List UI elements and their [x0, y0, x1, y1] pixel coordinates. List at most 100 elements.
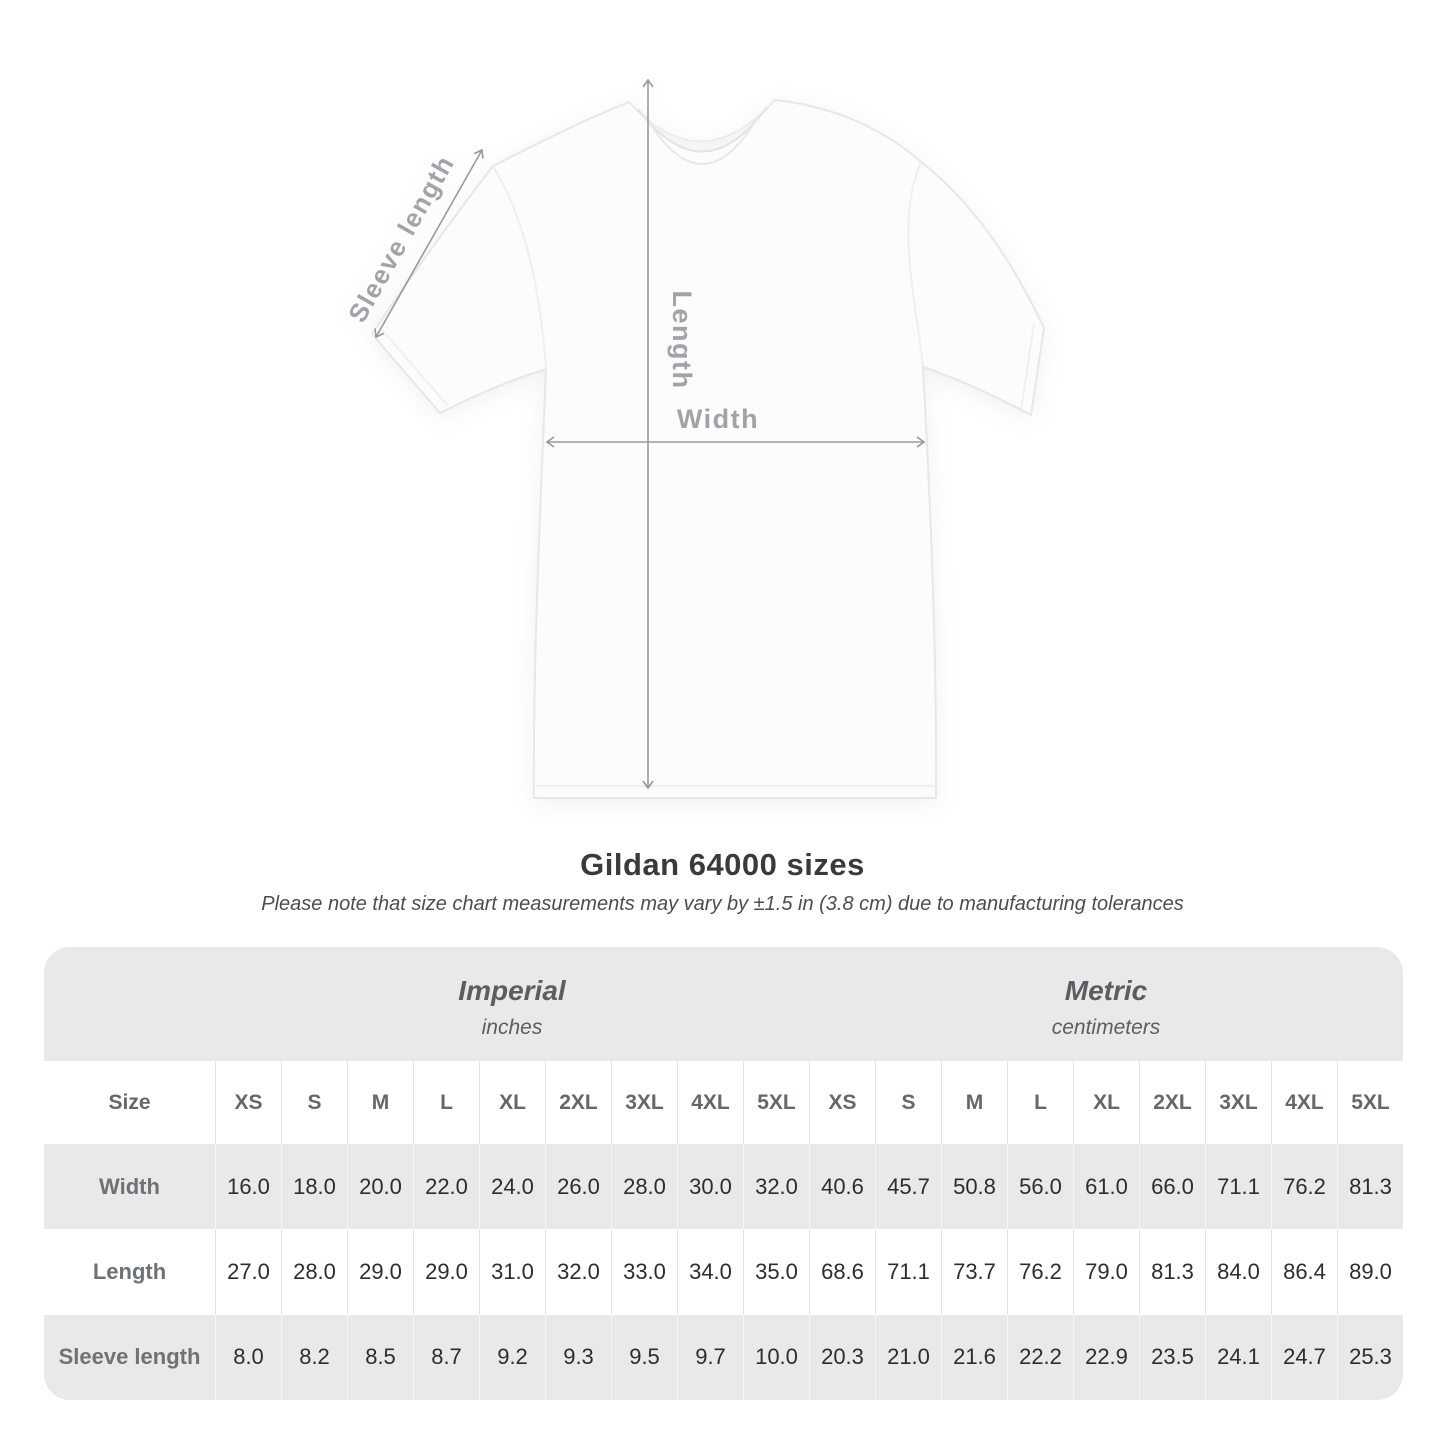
tshirt-measurement-diagram: Sleeve length Length Width: [330, 60, 1070, 820]
size-header-cell: 3XL: [1205, 1061, 1271, 1144]
table-cell: 21.6: [941, 1314, 1007, 1400]
table-cell: 8.5: [347, 1314, 413, 1400]
table-cell: 24.7: [1271, 1314, 1337, 1400]
table-cell: 84.0: [1205, 1229, 1271, 1315]
size-header-cell: XS: [215, 1061, 281, 1144]
table-cell: 66.0: [1139, 1144, 1205, 1230]
size-header-cell: 5XL: [743, 1061, 809, 1144]
tolerance-note: Please note that size chart measurements…: [261, 893, 1184, 915]
table-cell: 45.7: [875, 1144, 941, 1230]
size-header-cell: 5XL: [1337, 1061, 1403, 1144]
size-header-cell: 3XL: [611, 1061, 677, 1144]
table-cell: 9.2: [479, 1314, 545, 1400]
table-cell: 8.7: [413, 1314, 479, 1400]
table-cell: 28.0: [611, 1144, 677, 1230]
table-cell: 18.0: [281, 1144, 347, 1230]
size-header-cell: L: [413, 1061, 479, 1144]
table-cell: 61.0: [1073, 1144, 1139, 1230]
size-header-cell: XS: [809, 1061, 875, 1144]
table-cell: 56.0: [1007, 1144, 1073, 1230]
row-label: Sleeve length: [58, 1344, 201, 1370]
collar-band-inner: [645, 114, 760, 165]
table-cell: 29.0: [347, 1229, 413, 1315]
table-cell: 16.0: [215, 1144, 281, 1230]
table-cell: 20.0: [347, 1144, 413, 1230]
table-cell: 10.0: [743, 1314, 809, 1400]
table-cell: 71.1: [875, 1229, 941, 1315]
table-row: Length 27.0 28.0 29.0 29.0 31.0 32.0 33.0 34.0 35…: [44, 1229, 1403, 1315]
size-header-cell: M: [941, 1061, 1007, 1144]
table-row: Width 16.0 18.0 20.0 22.0 24.0 26.0 28.0 30.0 32.…: [44, 1144, 1403, 1230]
table-cell: 22.9: [1073, 1314, 1139, 1400]
size-header-cell: 2XL: [545, 1061, 611, 1144]
width-label: Width: [677, 404, 759, 434]
imperial-group-unit: inches: [481, 1015, 543, 1039]
table-cell: 50.8: [941, 1144, 1007, 1230]
table-cell: 9.3: [545, 1314, 611, 1400]
table-cell: 9.5: [611, 1314, 677, 1400]
table-cell: 24.0: [479, 1144, 545, 1230]
table-cell: 86.4: [1271, 1229, 1337, 1315]
metric-group-unit: centimeters: [1051, 1015, 1161, 1039]
table-cell: 68.6: [809, 1229, 875, 1315]
page-title: Gildan 64000 sizes: [580, 847, 865, 882]
size-header-cell: 4XL: [677, 1061, 743, 1144]
table-cell: 81.3: [1139, 1229, 1205, 1315]
imperial-group: Imperial inches: [215, 947, 809, 1061]
row-label: Width: [99, 1173, 160, 1199]
size-header-cell: S: [281, 1061, 347, 1144]
metric-group-name: Metric: [1064, 974, 1148, 1006]
table-cell: 71.1: [1205, 1144, 1271, 1230]
table-cell: 21.0: [875, 1314, 941, 1400]
size-header-cell: 4XL: [1271, 1061, 1337, 1144]
size-table: Imperial inches Metric centimeters Size …: [44, 947, 1403, 1400]
left-cuff-seam: [381, 329, 449, 407]
imperial-group-name: Imperial: [458, 974, 566, 1006]
right-cuff-seam: [1020, 323, 1035, 411]
size-header-cell: XL: [479, 1061, 545, 1144]
table-cell: 29.0: [413, 1229, 479, 1315]
table-cell: 24.1: [1205, 1314, 1271, 1400]
table-cell: 33.0: [611, 1229, 677, 1315]
table-cell: 30.0: [677, 1144, 743, 1230]
table-cell: 89.0: [1337, 1229, 1403, 1315]
table-cell: 34.0: [677, 1229, 743, 1315]
table-cell: 35.0: [743, 1229, 809, 1315]
table-cell: 26.0: [545, 1144, 611, 1230]
right-sleeve-seam: [907, 161, 924, 367]
sleeve-length-arrow: [374, 148, 484, 339]
table-body: Width 16.0 18.0 20.0 22.0 24.0 26.0 28.0 30.0 32.…: [44, 1144, 1403, 1400]
table-row: Sleeve length 8.0 8.2 8.5 8.7 9.2 9.3 9.5 9.7 10.…: [44, 1314, 1403, 1400]
unit-group-header: Imperial inches Metric centimeters: [44, 947, 1403, 1061]
table-cell: 32.0: [743, 1144, 809, 1230]
tshirt-graphic: Sleeve length Length Width: [342, 78, 1045, 799]
table-cell: 40.6: [809, 1144, 875, 1230]
table-cell: 22.2: [1007, 1314, 1073, 1400]
table-cell: 81.3: [1337, 1144, 1403, 1230]
table-cell: 76.2: [1271, 1144, 1337, 1230]
size-header-row: Size XS S M L XL 2XL 3XL 4XL 5XL XS S M L XL 2XL 3XL 4XL…: [44, 1061, 1403, 1144]
left-sleeve-seam: [492, 165, 547, 369]
table-cell: 28.0: [281, 1229, 347, 1315]
table-cell: 9.7: [677, 1314, 743, 1400]
table-cell: 76.2: [1007, 1229, 1073, 1315]
table-cell: 20.3: [809, 1314, 875, 1400]
length-label: Length: [667, 291, 697, 390]
size-header-cell: XL: [1073, 1061, 1139, 1144]
table-cell: 79.0: [1073, 1229, 1139, 1315]
size-header-cell: S: [875, 1061, 941, 1144]
size-header-cell: M: [347, 1061, 413, 1144]
table-cell: 8.0: [215, 1314, 281, 1400]
size-col-header: Size: [108, 1090, 151, 1114]
table-cell: 27.0: [215, 1229, 281, 1315]
table-cell: 73.7: [941, 1229, 1007, 1315]
row-label: Length: [92, 1258, 167, 1284]
table-cell: 31.0: [479, 1229, 545, 1315]
table-cell: 22.0: [413, 1144, 479, 1230]
table-cell: 25.3: [1337, 1314, 1403, 1400]
table-cell: 23.5: [1139, 1314, 1205, 1400]
size-header-cell: 2XL: [1139, 1061, 1205, 1144]
size-header-cell: L: [1007, 1061, 1073, 1144]
table-cell: 32.0: [545, 1229, 611, 1315]
table-cell: 8.2: [281, 1314, 347, 1400]
